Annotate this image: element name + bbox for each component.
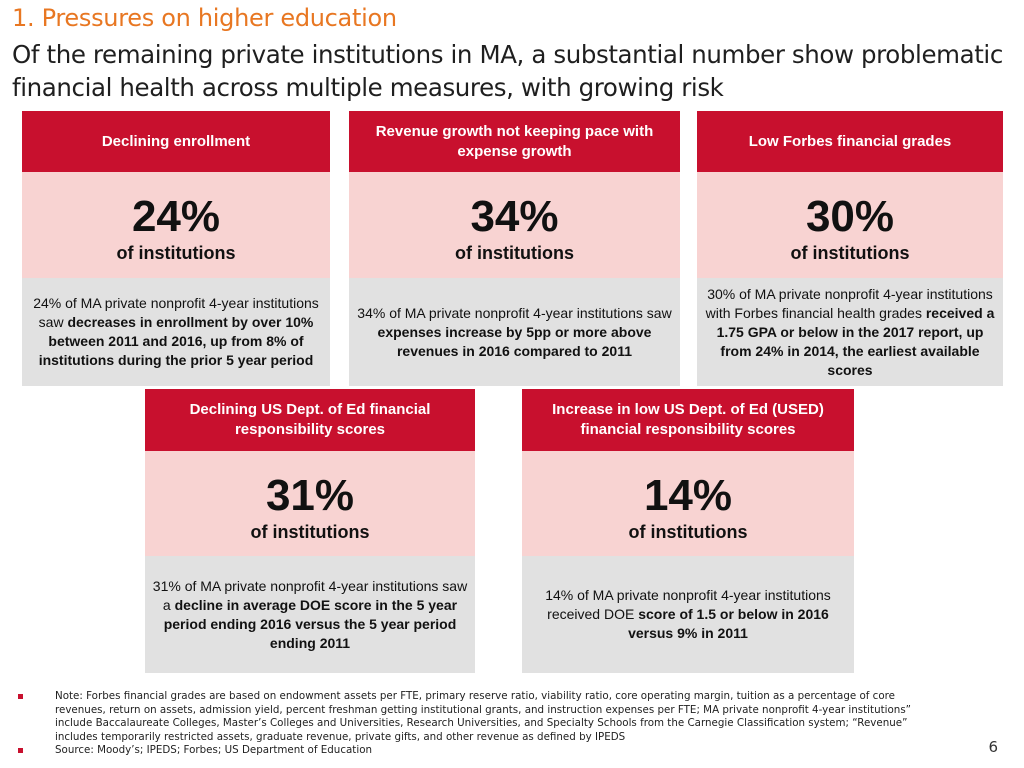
card-percent: 31% — [265, 471, 355, 520]
card-description: 34% of MA private nonprofit 4-year insti… — [349, 278, 680, 386]
card-header: Declining enrollment — [22, 111, 330, 172]
metric-card-enrollment: Declining enrollment 24% of institutions… — [22, 111, 330, 386]
source-item: Source: Moody’s; IPEDS; Forbes; US Depar… — [18, 744, 948, 758]
metric-card-revenue-growth: Revenue growth not keeping pace with exp… — [349, 111, 680, 386]
card-stat: 34% of institutions — [349, 172, 680, 278]
bullet-icon — [18, 748, 23, 753]
page-number: 6 — [988, 738, 998, 756]
card-percent: 14% — [643, 471, 733, 520]
card-header: Increase in low US Dept. of Ed (USED) fi… — [522, 389, 854, 451]
card-header: Low Forbes financial grades — [697, 111, 1003, 172]
card-stat: 31% of institutions — [145, 451, 475, 556]
card-subtitle: of institutions — [628, 522, 748, 542]
source-text: Source: Moody’s; IPEDS; Forbes; US Depar… — [55, 744, 373, 756]
card-stat: 24% of institutions — [22, 172, 330, 278]
card-description: 14% of MA private nonprofit 4-year insti… — [522, 556, 854, 673]
card-subtitle: of institutions — [116, 243, 236, 263]
bullet-icon — [18, 694, 23, 699]
card-percent: 34% — [470, 192, 559, 241]
card-subtitle: of institutions — [250, 522, 370, 542]
page-title: Of the remaining private institutions in… — [12, 40, 1003, 102]
card-description: 30% of MA private nonprofit 4-year insti… — [697, 278, 1003, 386]
card-subtitle: of institutions — [455, 243, 574, 263]
card-header: Revenue growth not keeping pace with exp… — [349, 111, 680, 172]
card-percent: 30% — [805, 192, 895, 241]
metric-card-low-used-scores: Increase in low US Dept. of Ed (USED) fi… — [522, 389, 854, 673]
card-header: Declining US Dept. of Ed financial respo… — [145, 389, 475, 451]
note-item: Note: Forbes financial grades are based … — [18, 690, 948, 744]
note-text: Note: Forbes financial grades are based … — [55, 690, 912, 743]
metric-card-doe-decline: Declining US Dept. of Ed financial respo… — [145, 389, 475, 673]
card-description: 31% of MA private nonprofit 4-year insti… — [145, 556, 475, 673]
card-stat: 30% of institutions — [697, 172, 1003, 278]
footnotes: Note: Forbes financial grades are based … — [18, 690, 948, 758]
section-kicker: 1. Pressures on higher education — [12, 4, 397, 32]
card-stat: 14% of institutions — [522, 451, 854, 556]
card-subtitle: of institutions — [790, 243, 910, 263]
metric-card-forbes-grades: Low Forbes financial grades 30% of insti… — [697, 111, 1003, 386]
card-percent: 24% — [131, 192, 221, 241]
card-description: 24% of MA private nonprofit 4-year insti… — [22, 278, 330, 386]
